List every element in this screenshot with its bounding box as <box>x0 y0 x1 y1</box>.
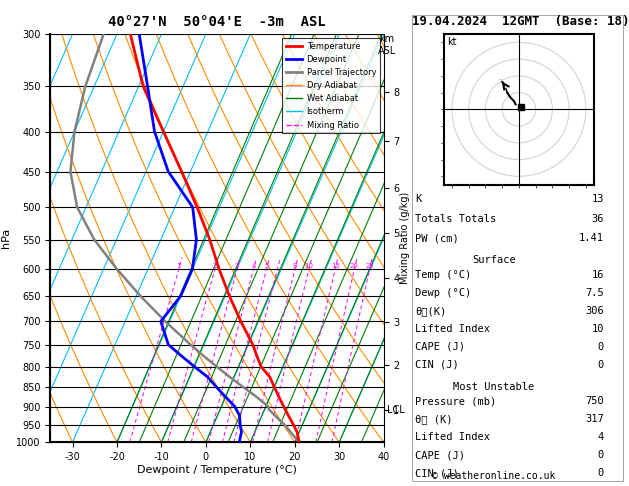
Text: 750: 750 <box>585 396 604 406</box>
Text: 4: 4 <box>252 263 255 269</box>
Text: Surface: Surface <box>472 255 516 265</box>
Text: 3: 3 <box>235 263 240 269</box>
Text: 0: 0 <box>598 468 604 478</box>
Text: 19.04.2024  12GMT  (Base: 18): 19.04.2024 12GMT (Base: 18) <box>412 15 629 28</box>
Text: 1.41: 1.41 <box>579 233 604 243</box>
Text: 306: 306 <box>585 306 604 316</box>
Text: CIN (J): CIN (J) <box>415 360 459 370</box>
Text: 2: 2 <box>213 263 217 269</box>
Text: 317: 317 <box>585 414 604 424</box>
Text: Most Unstable: Most Unstable <box>453 382 535 393</box>
Text: kt: kt <box>447 37 457 47</box>
Text: Temp (°C): Temp (°C) <box>415 270 471 280</box>
Text: 7.5: 7.5 <box>585 288 604 298</box>
Text: 20: 20 <box>350 263 359 269</box>
Text: Dewp (°C): Dewp (°C) <box>415 288 471 298</box>
Text: CAPE (J): CAPE (J) <box>415 450 465 460</box>
Text: Pressure (mb): Pressure (mb) <box>415 396 496 406</box>
Text: 0: 0 <box>598 342 604 352</box>
Text: LCL: LCL <box>387 404 405 415</box>
Text: Lifted Index: Lifted Index <box>415 432 490 442</box>
Text: 25: 25 <box>365 263 374 269</box>
Text: 1: 1 <box>177 263 181 269</box>
Text: 13: 13 <box>591 194 604 205</box>
X-axis label: Dewpoint / Temperature (°C): Dewpoint / Temperature (°C) <box>137 465 297 475</box>
Text: 16: 16 <box>591 270 604 280</box>
Text: PW (cm): PW (cm) <box>415 233 459 243</box>
Text: 4: 4 <box>598 432 604 442</box>
Text: 5: 5 <box>264 263 269 269</box>
Text: CAPE (J): CAPE (J) <box>415 342 465 352</box>
Text: 8: 8 <box>292 263 298 269</box>
Text: © weatheronline.co.uk: © weatheronline.co.uk <box>432 471 555 481</box>
Text: θᴄ(K): θᴄ(K) <box>415 306 447 316</box>
Text: 10: 10 <box>591 324 604 334</box>
Text: θᴄ (K): θᴄ (K) <box>415 414 453 424</box>
Text: Lifted Index: Lifted Index <box>415 324 490 334</box>
Text: 15: 15 <box>331 263 340 269</box>
Text: K: K <box>415 194 421 205</box>
Text: 0: 0 <box>598 360 604 370</box>
Text: 36: 36 <box>591 214 604 224</box>
Text: Mixing Ratio (g/kg): Mixing Ratio (g/kg) <box>401 192 410 284</box>
Legend: Temperature, Dewpoint, Parcel Trajectory, Dry Adiabat, Wet Adiabat, Isotherm, Mi: Temperature, Dewpoint, Parcel Trajectory… <box>282 38 379 133</box>
Text: km
ASL: km ASL <box>377 34 396 55</box>
Text: Totals Totals: Totals Totals <box>415 214 496 224</box>
Text: 0: 0 <box>598 450 604 460</box>
Text: CIN (J): CIN (J) <box>415 468 459 478</box>
Y-axis label: hPa: hPa <box>1 228 11 248</box>
Text: 10: 10 <box>304 263 313 269</box>
Title: 40°27'N  50°04'E  -3m  ASL: 40°27'N 50°04'E -3m ASL <box>108 15 326 29</box>
